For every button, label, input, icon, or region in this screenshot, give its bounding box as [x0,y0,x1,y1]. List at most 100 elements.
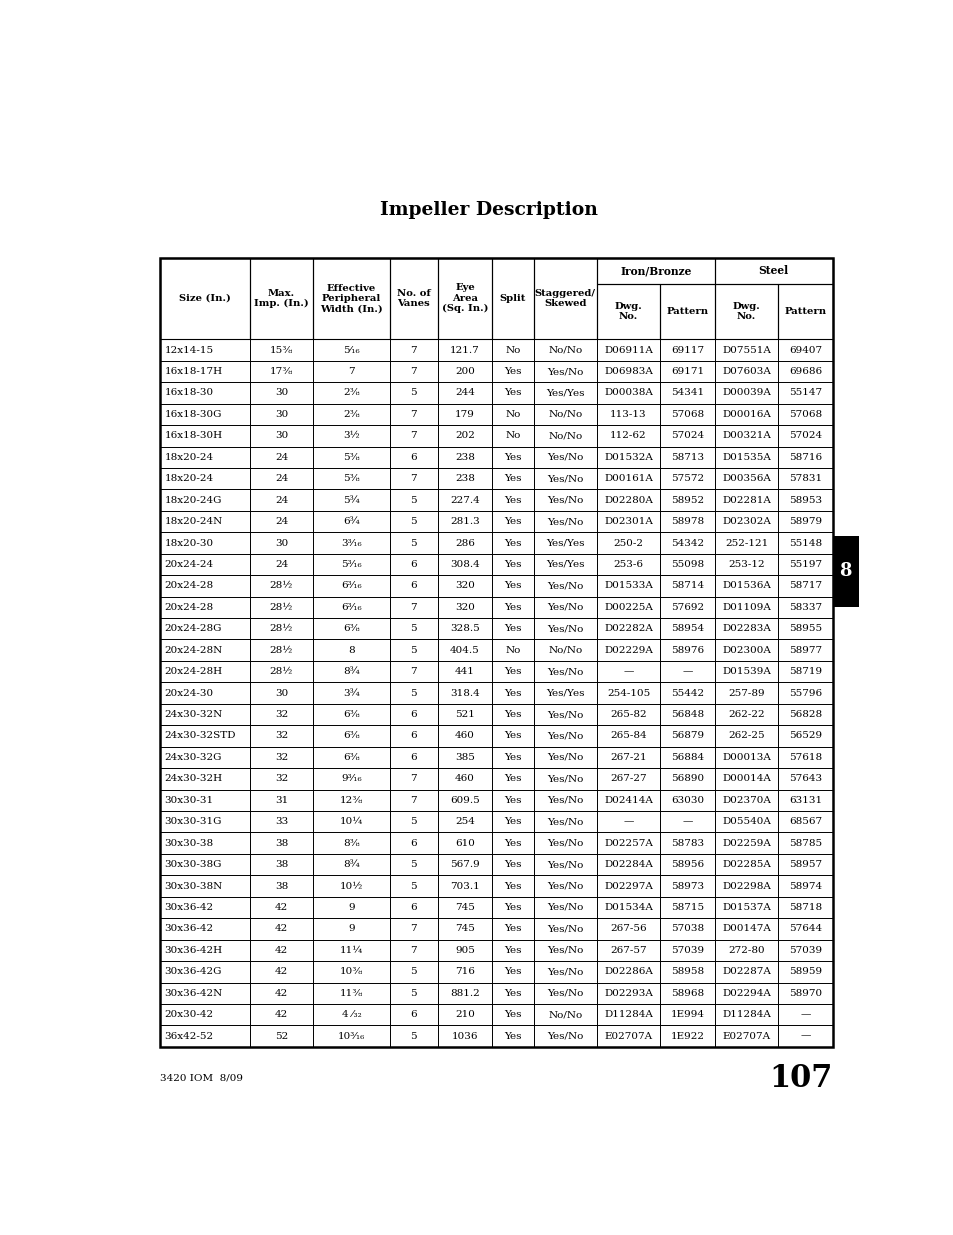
Text: 254: 254 [455,818,475,826]
Text: 58968: 58968 [670,989,703,998]
Bar [597,918,659,940]
Text: Yes: Yes [504,839,521,847]
Text: Yes: Yes [504,624,521,634]
Text: 30x30-31G: 30x30-31G [164,818,222,826]
Text: 15⅜: 15⅜ [270,346,293,354]
Bar [533,768,597,789]
Bar [714,597,778,618]
Text: Yes/No: Yes/No [546,474,583,483]
Text: D02259A: D02259A [721,839,770,847]
Bar [390,553,437,576]
Text: Yes/No: Yes/No [546,731,583,741]
Bar [597,576,659,597]
Text: Pattern: Pattern [783,308,825,316]
Text: 567.9: 567.9 [450,860,479,869]
Text: 460: 460 [455,731,475,741]
Text: 28½: 28½ [270,624,293,634]
Bar [714,361,778,382]
Text: 9³⁄₁₆: 9³⁄₁₆ [341,774,361,783]
Bar [160,553,250,576]
Bar [659,811,714,832]
Text: 6: 6 [410,710,416,719]
Text: D11284A: D11284A [603,1010,652,1019]
Bar [778,640,832,661]
Bar [390,876,437,897]
Text: 38: 38 [274,839,288,847]
Text: 57068: 57068 [670,410,703,419]
Text: Split: Split [499,294,526,303]
Bar [597,853,659,876]
Text: 58337: 58337 [788,603,821,611]
Bar [659,382,714,404]
Text: Yes/No: Yes/No [546,667,583,676]
Text: D01109A: D01109A [721,603,770,611]
Bar [390,597,437,618]
Bar [597,876,659,897]
Bar [597,404,659,425]
Text: Yes: Yes [504,689,521,698]
Bar [533,832,597,853]
Text: Yes: Yes [504,818,521,826]
Bar [533,683,597,704]
Text: D07551A: D07551A [721,346,770,354]
Bar [160,747,250,768]
Bar [659,284,714,340]
Text: D00225A: D00225A [603,603,652,611]
Text: D00013A: D00013A [721,753,770,762]
Bar [390,640,437,661]
Text: 42: 42 [274,967,288,977]
Text: 42: 42 [274,903,288,911]
Text: 328.5: 328.5 [450,624,479,634]
Text: —: — [622,818,633,826]
Bar [250,747,313,768]
Text: D02302A: D02302A [721,517,770,526]
Text: Yes: Yes [504,538,521,547]
Text: Effective
Peripheral
Width (In.): Effective Peripheral Width (In.) [319,284,382,314]
Text: 24: 24 [274,474,288,483]
Bar [778,1004,832,1025]
Bar [160,258,250,340]
Bar [492,340,533,361]
Bar [659,897,714,918]
Text: 55098: 55098 [670,559,703,569]
Text: 20x24-30: 20x24-30 [164,689,213,698]
Text: 52: 52 [274,1031,288,1041]
Bar [313,404,390,425]
Text: D05540A: D05540A [721,818,770,826]
Bar [437,597,492,618]
Text: No. of
Vanes: No. of Vanes [396,289,430,309]
Bar [778,511,832,532]
Text: 200: 200 [455,367,475,375]
Bar [390,747,437,768]
Text: 385: 385 [455,753,475,762]
Bar [250,768,313,789]
Text: 5: 5 [410,818,416,826]
Bar [597,553,659,576]
Text: 267-21: 267-21 [610,753,646,762]
Bar [597,489,659,511]
Bar [250,897,313,918]
Text: D00321A: D00321A [721,431,770,441]
Bar [160,576,250,597]
Bar [313,447,390,468]
Bar [437,811,492,832]
Text: 20x24-24: 20x24-24 [164,559,213,569]
Text: 30: 30 [274,689,288,698]
Bar [778,811,832,832]
Text: 5: 5 [410,646,416,655]
Text: 20x24-28: 20x24-28 [164,582,213,590]
Bar [437,768,492,789]
Bar [160,961,250,983]
Bar [714,468,778,489]
Bar [437,940,492,961]
Bar [714,258,832,284]
Text: 4 ⁄₃₂: 4 ⁄₃₂ [341,1010,361,1019]
Text: D00016A: D00016A [721,410,770,419]
Text: 5: 5 [410,389,416,398]
Bar [437,361,492,382]
Text: D02294A: D02294A [721,989,770,998]
Bar [250,683,313,704]
Bar [778,940,832,961]
Text: 6: 6 [410,753,416,762]
Bar [714,382,778,404]
